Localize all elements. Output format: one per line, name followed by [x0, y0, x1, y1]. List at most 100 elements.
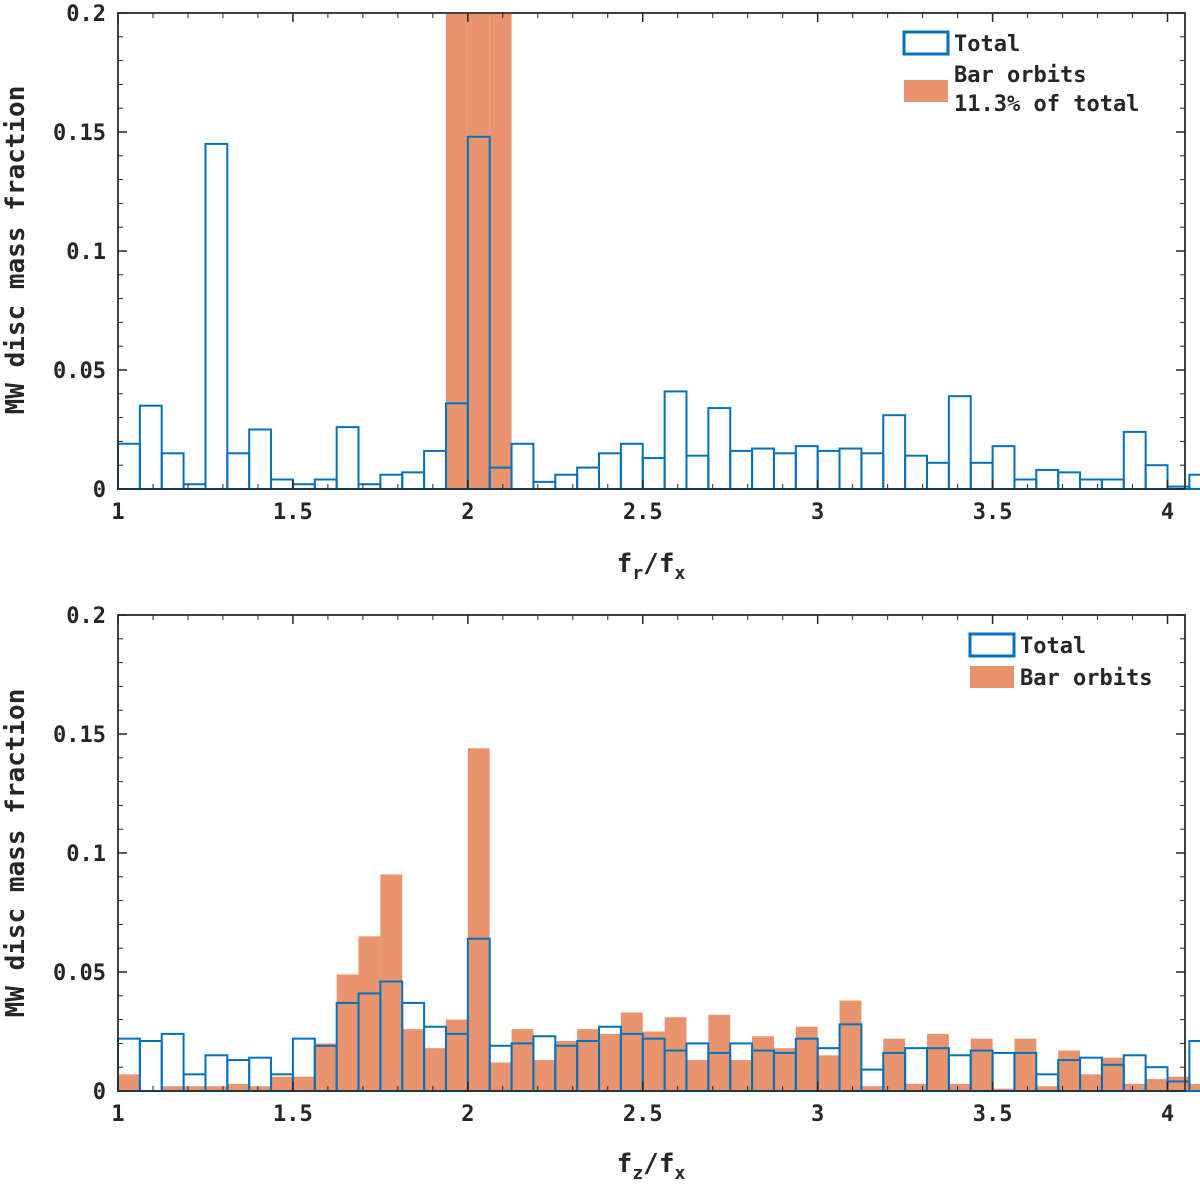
bottom-bar-orbits-bar: [445, 1019, 468, 1091]
bottom-y-tick-label: 0.05: [53, 961, 106, 986]
bottom-y-tick-label: 0.2: [66, 604, 106, 629]
bottom-bar-orbits-bar: [948, 1083, 971, 1091]
bottom-bar-orbits-bar: [533, 1060, 556, 1091]
bottom-bar-orbits-bar: [161, 1086, 184, 1091]
bottom-bar-orbits-bar: [752, 1036, 774, 1091]
bottom-bar-orbits-bar: [1167, 1076, 1190, 1091]
bottom-x-label-sub1: z: [632, 1163, 643, 1184]
bottom-bar-orbits-bar: [642, 1031, 665, 1091]
bottom-x-tick-label: 4: [1161, 1102, 1174, 1127]
bottom-bar-orbits-bar: [599, 1033, 621, 1091]
bottom-bar-orbits-bar: [511, 1029, 534, 1091]
bottom-bar-orbits-bar: [489, 1062, 512, 1091]
bottom-bar-orbits-bar: [817, 1055, 840, 1091]
bottom-legend-total-swatch: [968, 632, 1016, 658]
top-x-tick-label: 3.5: [973, 500, 1013, 525]
bottom-bar-orbits-bar: [1014, 1038, 1037, 1091]
bottom-x-tick-label: 2.5: [623, 1102, 663, 1127]
top-bar-orbits-bar: [467, 13, 490, 489]
bottom-histogram-panel: 1 1.5 2 2.5 3 3.5 4 0 0.05 0.1 0.15 0.2 MW disc mas…: [1, 604, 1200, 1184]
top-bar-orbits-bars: [445, 13, 512, 489]
bottom-legend: Total Bar orbits: [968, 632, 1152, 691]
bottom-y-tick-label: 0.1: [66, 842, 106, 867]
bottom-bar-orbits-bar: [577, 1029, 600, 1091]
bottom-bar-orbits-bar: [773, 1048, 796, 1091]
bottom-x-tick-label: 3: [811, 1102, 824, 1127]
top-x-tick-label: 2.5: [623, 500, 663, 525]
bottom-y-tick-label: 0.15: [53, 723, 106, 748]
bottom-bar-orbits-bar: [1080, 1074, 1102, 1091]
top-x-tick-label: 3: [811, 500, 824, 525]
bottom-bar-orbits-bar: [795, 1026, 818, 1091]
bottom-bar-orbits-bar: [883, 1038, 906, 1091]
top-legend-total-label: Total: [954, 32, 1020, 57]
bottom-bar-orbits-bar: [861, 1086, 884, 1091]
top-total-bar: [1188, 473, 1200, 491]
top-y-tick-label: 0.15: [53, 121, 106, 146]
top-legend-bar-label: Bar orbits: [954, 63, 1086, 88]
bottom-bar-orbits-bar: [730, 1060, 753, 1091]
bottom-y-tick-label: 0: [93, 1080, 106, 1105]
bottom-bar-orbits-bar: [664, 1017, 687, 1091]
bottom-bar-orbits-bar: [314, 1043, 337, 1091]
bottom-axes-frame: [117, 614, 1186, 1092]
bottom-bar-orbits-bar: [227, 1083, 250, 1091]
top-y-axis-label: MW disc mass fraction: [1, 86, 31, 415]
bottom-bar-orbits-bar: [620, 1012, 643, 1091]
bottom-bar-orbits-bar: [271, 1076, 293, 1091]
top-y-tick-label: 0.2: [66, 2, 106, 27]
bottom-legend-bar-swatch: [970, 666, 1014, 688]
top-x-tick-label: 1.5: [273, 500, 313, 525]
top-x-axis-label: fr/fx: [617, 549, 686, 584]
bottom-bar-orbits-bar: [1145, 1079, 1168, 1091]
bottom-bar-orbits-bar: [1123, 1083, 1146, 1091]
top-x-tick-label: 2: [461, 500, 474, 525]
bottom-bar-orbits-bar: [118, 1074, 140, 1091]
bottom-bar-orbits-bar: [992, 1088, 1015, 1091]
bottom-bar-orbits-bar: [183, 1086, 206, 1091]
top-axes-border: [117, 12, 1186, 490]
bottom-bar-orbits-bar: [970, 1038, 993, 1091]
bottom-bar-orbits-bar: [1036, 1086, 1059, 1091]
bottom-x-label-mid: /f: [643, 1149, 674, 1179]
bottom-bar-orbits-bar: [686, 1060, 709, 1091]
bottom-bar-orbits-bar: [380, 874, 403, 1091]
top-y-tick-label: 0.05: [53, 359, 106, 384]
bottom-bar-orbits-bar: [1101, 1057, 1124, 1091]
bottom-bar-orbits-bar: [1058, 1050, 1081, 1091]
top-x-label-main: f: [617, 549, 633, 579]
top-x-label-sub1: r: [632, 563, 643, 584]
top-bar-orbits-bar: [489, 13, 512, 489]
top-legend-bar-swatch: [904, 80, 948, 102]
top-x-label-sub2: x: [674, 563, 685, 584]
bottom-axes-border: [117, 614, 1186, 1092]
bottom-bar-orbits-bar: [424, 1048, 446, 1091]
top-x-label-mid: /f: [643, 549, 674, 579]
bottom-bar-orbits-bar: [839, 1000, 862, 1091]
bottom-bar-orbits-bar: [402, 1029, 425, 1091]
top-bar-orbits-bar: [445, 13, 468, 489]
bottom-x-label-main: f: [617, 1149, 633, 1179]
top-x-tick-label: 1: [111, 500, 124, 525]
bottom-total-bar: [1188, 1040, 1200, 1093]
bottom-bar-orbits-bar: [292, 1076, 315, 1091]
top-x-tick-label: 4: [1161, 500, 1174, 525]
top-legend-total-swatch: [902, 30, 950, 56]
bottom-bar-orbits-bar: [249, 1086, 272, 1091]
bottom-x-tick-label: 2: [461, 1102, 474, 1127]
bottom-bar-orbits-bar: [1189, 1083, 1200, 1091]
bottom-bar-orbits-bar: [467, 748, 490, 1091]
bottom-x-tick-label: 1.5: [273, 1102, 313, 1127]
top-histogram-panel: 1 1.5 2 2.5 3 3.5 4 0 0.05 0.1 0.15 0.2 MW disc mas…: [1, 2, 1200, 584]
bottom-ticks: 1 1.5 2 2.5 3 3.5 4 0 0.05 0.1 0.15 0.2: [53, 604, 1185, 1127]
bottom-bar-orbits-bar: [555, 1041, 578, 1091]
bottom-x-tick-label: 3.5: [973, 1102, 1013, 1127]
top-axes-frame: [117, 12, 1186, 490]
bottom-x-axis-label: fz/fx: [617, 1149, 686, 1184]
bottom-legend-bar-label: Bar orbits: [1020, 666, 1152, 691]
bottom-x-tick-label: 1: [111, 1102, 124, 1127]
bottom-bar-orbits-bar: [336, 974, 359, 1091]
top-legend-bar-note: 11.3% of total: [954, 92, 1139, 117]
top-y-tick-label: 0: [93, 478, 106, 503]
